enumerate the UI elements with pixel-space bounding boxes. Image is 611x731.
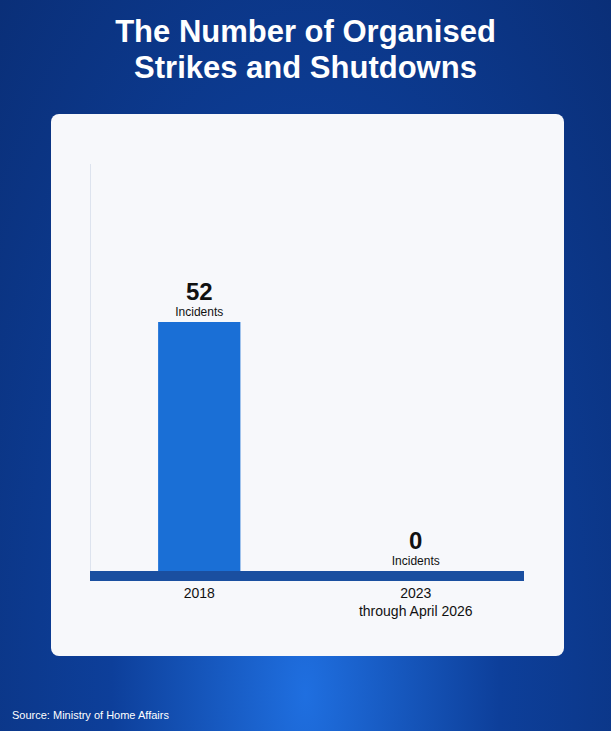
svg-text:2018: 2018	[184, 585, 215, 601]
svg-text:0Incidents: 0Incidents	[392, 527, 440, 568]
html-text:The Number of Organised Strike: The Number of Organised Strikes and Shut…	[115, 14, 496, 85]
html-text:Source: Ministry of Home Affai: Source: Ministry of Home Affairs	[12, 709, 169, 721]
svg-text:2023through April 2026: 2023through April 2026	[359, 585, 473, 619]
svg-text:52Incidents: 52Incidents	[175, 278, 223, 319]
